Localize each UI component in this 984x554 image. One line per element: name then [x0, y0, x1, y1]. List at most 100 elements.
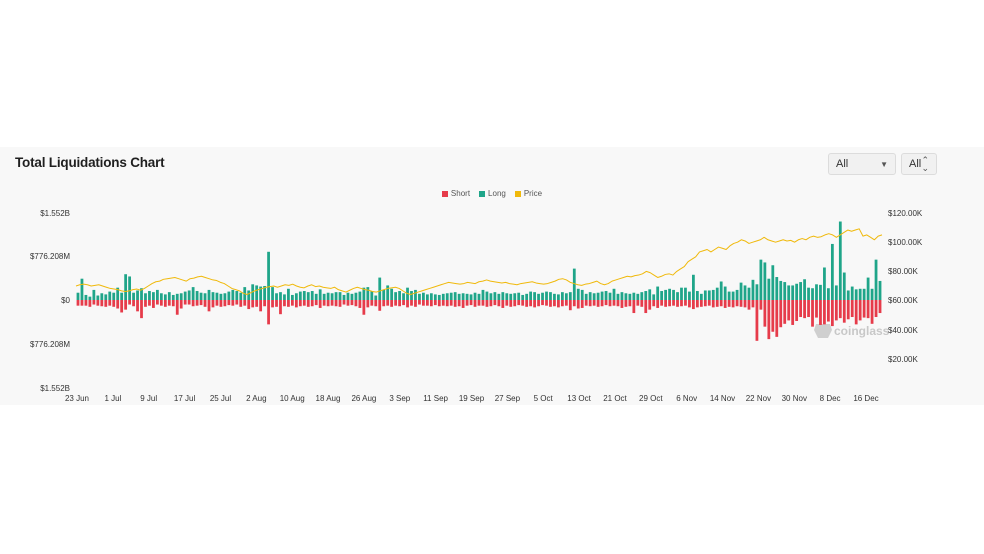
- right-tick-label: $20.00K: [888, 355, 918, 364]
- short-bar: [116, 300, 120, 309]
- x-tick-label: 21 Oct: [603, 394, 627, 403]
- short-bar: [533, 300, 536, 308]
- short-bar: [866, 300, 870, 319]
- short-bar: [92, 300, 96, 305]
- long-bar: [481, 289, 485, 300]
- legend-item-price[interactable]: Price: [514, 189, 542, 198]
- long-bar: [255, 285, 259, 300]
- long-bar: [668, 288, 671, 300]
- short-bar: [624, 300, 628, 307]
- short-bar: [382, 300, 386, 307]
- short-bar: [819, 300, 822, 325]
- long-bar: [854, 289, 858, 300]
- long-bar: [445, 293, 449, 300]
- short-bar: [120, 300, 124, 313]
- legend-item-short[interactable]: Short: [441, 189, 470, 198]
- long-bar: [334, 292, 338, 300]
- short-bar: [787, 300, 791, 321]
- short-bar: [648, 300, 652, 310]
- short-bar: [291, 300, 294, 306]
- long-bar: [533, 292, 536, 300]
- short-bar: [485, 300, 489, 307]
- long-bar: [76, 292, 80, 300]
- long-bar: [838, 221, 842, 300]
- long-bar: [271, 287, 274, 300]
- long-bar: [140, 288, 143, 300]
- short-bar: [711, 300, 715, 308]
- long-bar: [374, 295, 378, 300]
- long-bar: [719, 281, 723, 300]
- short-bar: [795, 300, 799, 321]
- long-bar: [834, 285, 838, 300]
- short-bar: [497, 300, 501, 307]
- short-bar: [433, 300, 437, 306]
- short-bar: [656, 300, 660, 308]
- long-bar: [457, 293, 461, 300]
- long-bar: [338, 292, 342, 300]
- short-bar: [815, 300, 818, 318]
- short-bar: [878, 300, 882, 314]
- short-bar: [215, 300, 219, 306]
- long-bar: [350, 293, 354, 300]
- long-bar: [302, 291, 306, 300]
- long-bar: [414, 289, 417, 300]
- range-select[interactable]: All ▼: [828, 153, 896, 175]
- long-bar: [830, 243, 834, 300]
- long-bar: [842, 272, 846, 300]
- long-bar: [207, 289, 211, 300]
- long-bar: [263, 285, 266, 300]
- short-bar: [576, 300, 580, 309]
- long-bar: [346, 292, 350, 300]
- long-bar: [735, 289, 739, 300]
- short-bar: [469, 300, 473, 306]
- short-bar: [259, 300, 263, 312]
- short-bar: [152, 300, 155, 308]
- x-tick-label: 17 Jul: [174, 394, 196, 403]
- long-bar: [684, 287, 687, 300]
- short-bar: [346, 300, 350, 306]
- short-bar: [680, 300, 683, 307]
- long-bar: [469, 294, 473, 300]
- short-bar: [132, 300, 135, 307]
- long-bar: [465, 293, 469, 300]
- long-bar: [846, 290, 850, 300]
- short-bar: [302, 300, 306, 306]
- long-bar: [310, 291, 314, 300]
- price-line: [75, 228, 883, 296]
- short-bar: [699, 300, 703, 307]
- long-bar: [425, 294, 429, 300]
- x-tick-label: 19 Sep: [459, 394, 485, 403]
- long-bar: [767, 278, 771, 300]
- short-bar: [167, 300, 171, 306]
- long-bar: [695, 291, 699, 300]
- short-bar: [144, 300, 147, 307]
- short-bar: [592, 300, 596, 306]
- long-bar: [433, 294, 437, 300]
- short-bar: [549, 300, 552, 307]
- short-bar: [243, 300, 247, 306]
- short-bar: [219, 300, 223, 307]
- legend-item-long[interactable]: Long: [479, 189, 506, 198]
- long-bar: [108, 291, 112, 300]
- long-bar: [362, 287, 366, 300]
- long-bar: [505, 293, 509, 300]
- chart-legend: Short Long Price: [0, 189, 984, 198]
- short-bar: [803, 300, 806, 319]
- short-bar: [108, 300, 112, 306]
- long-bar: [517, 292, 521, 300]
- short-bar: [247, 300, 251, 310]
- legend-swatch-long: [479, 190, 486, 197]
- short-bar: [668, 300, 671, 307]
- short-bar: [505, 300, 509, 306]
- short-bar: [374, 300, 378, 307]
- short-bar: [128, 300, 131, 305]
- long-bar: [787, 285, 791, 300]
- long-bar: [819, 284, 822, 300]
- short-bar: [394, 300, 398, 306]
- short-bar: [771, 300, 775, 332]
- short-bar: [604, 300, 608, 306]
- long-bar: [211, 292, 215, 300]
- unit-select[interactable]: All ⌃ ⌄: [901, 153, 937, 175]
- long-bar: [672, 289, 675, 300]
- x-tick-label: 9 Jul: [140, 394, 157, 403]
